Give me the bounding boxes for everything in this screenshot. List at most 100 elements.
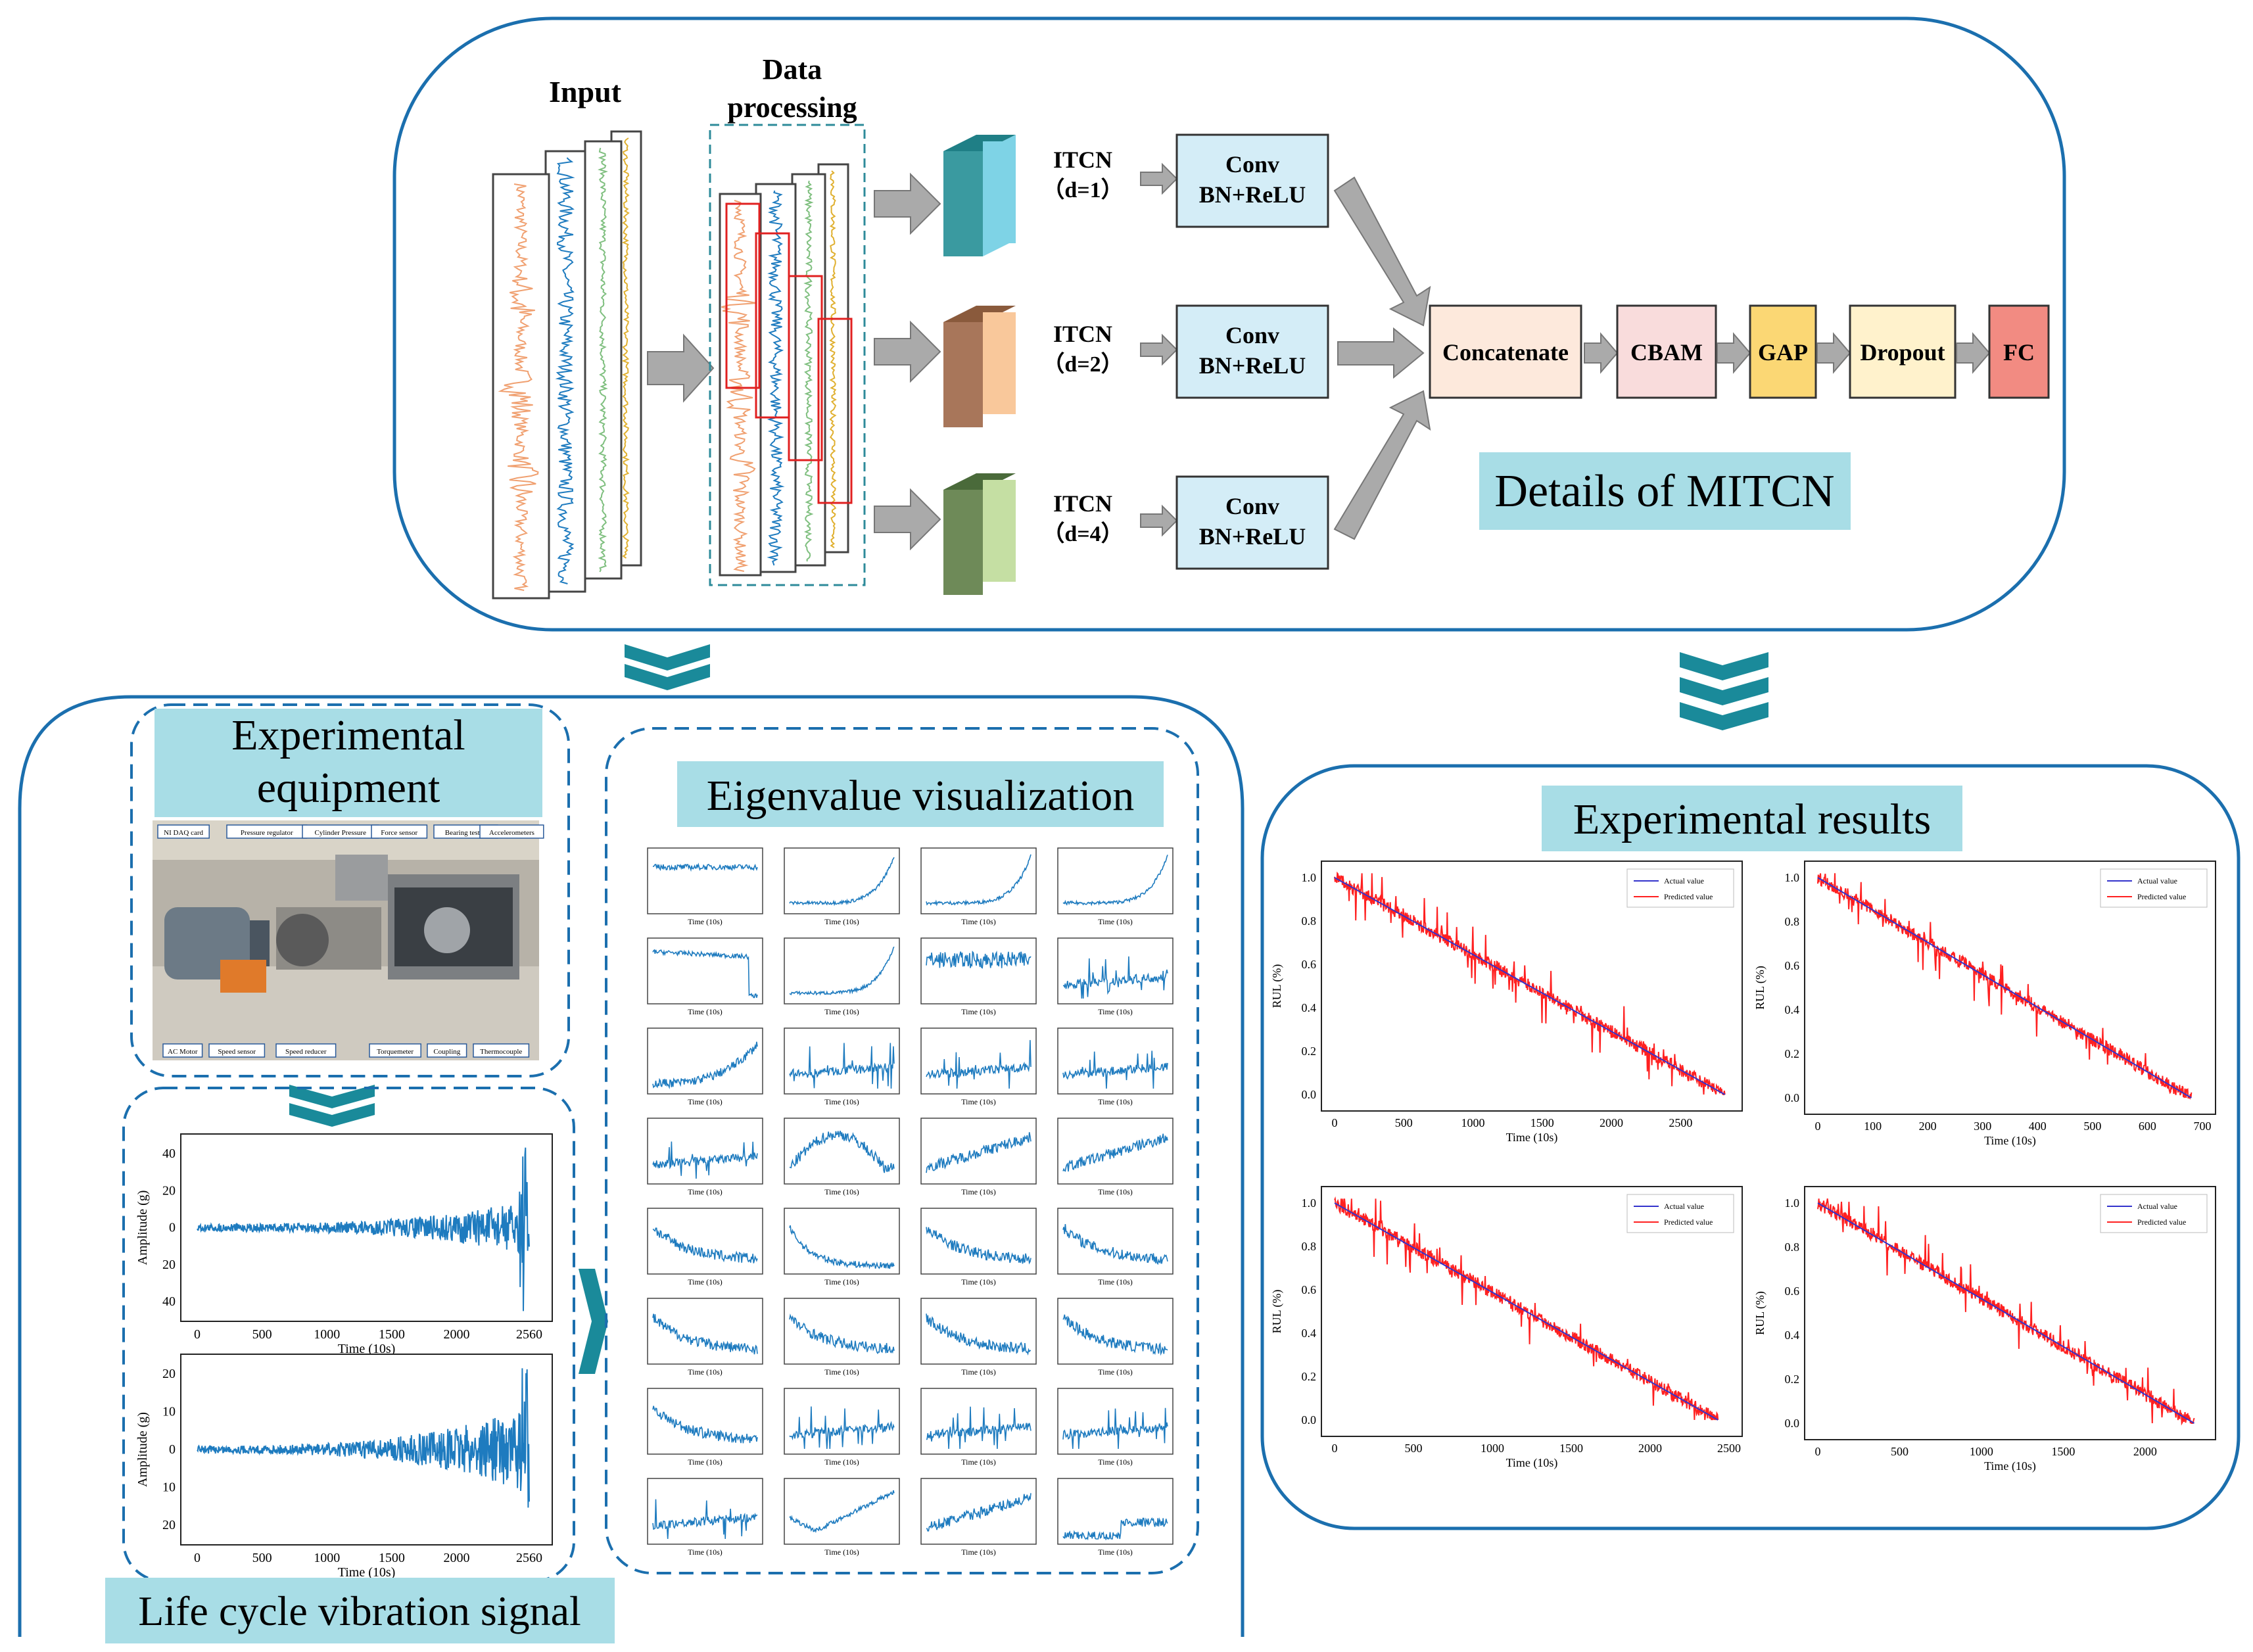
eigen-subplot bbox=[784, 1298, 900, 1365]
equipment-label: Speed sensor bbox=[218, 1048, 256, 1056]
rul-ytick: 0.0 bbox=[1302, 1413, 1317, 1427]
equipment-label: Coupling bbox=[433, 1048, 460, 1056]
equipment-label: Pressure regulator bbox=[241, 829, 293, 837]
vibration-ytick: 20 bbox=[162, 1367, 176, 1381]
rul-xtick: 2000 bbox=[1638, 1442, 1662, 1455]
eigen-xlabel: Time (10s) bbox=[1098, 917, 1133, 926]
arrow-conv2-to-concat bbox=[1337, 327, 1425, 379]
vibration-ytick: 0 bbox=[169, 1221, 176, 1235]
eigen-curve bbox=[789, 1043, 895, 1089]
eigen-xlabel: Time (10s) bbox=[1098, 1277, 1133, 1286]
vibration-xtick: 1500 bbox=[379, 1551, 405, 1565]
vibration-ytick: 20 bbox=[162, 1518, 176, 1532]
vibration-xlabel: Time (10s) bbox=[338, 1342, 396, 1356]
eigenvalue-title-box bbox=[677, 761, 1164, 827]
svg-text:Conv: Conv bbox=[1225, 151, 1279, 177]
eigen-curve bbox=[1062, 1224, 1168, 1265]
eigen-subplot bbox=[784, 1208, 900, 1275]
eigen-subplot bbox=[647, 1208, 763, 1275]
vibration-ytick: 10 bbox=[162, 1405, 176, 1419]
eigen-subplot bbox=[920, 1118, 1037, 1185]
rul-ytick: 1.0 bbox=[1302, 871, 1317, 884]
rul-xtick: 1500 bbox=[2051, 1445, 2075, 1458]
vibration-xtick: 2000 bbox=[444, 1327, 470, 1342]
eigen-xlabel: Time (10s) bbox=[688, 1187, 723, 1196]
eigen-curve bbox=[926, 1493, 1032, 1532]
rul-ylabel: RUL (%) bbox=[1270, 964, 1284, 1008]
eigen-curve bbox=[1062, 956, 1168, 999]
svg-text:Dropout: Dropout bbox=[1860, 339, 1945, 366]
rul-ytick: 0.8 bbox=[1302, 1240, 1317, 1253]
rul-ytick: 0.4 bbox=[1785, 1329, 1800, 1342]
rul-xtick: 700 bbox=[2194, 1120, 2212, 1133]
rul-xtick: 1000 bbox=[1970, 1445, 1993, 1458]
equipment-box bbox=[130, 703, 570, 1077]
eigen-curve bbox=[652, 1405, 758, 1444]
rul-ytick: 0.4 bbox=[1302, 1001, 1317, 1014]
sliding-window-1 bbox=[725, 202, 761, 389]
rul-xtick: 2000 bbox=[1600, 1116, 1623, 1129]
vibration-xtick: 2000 bbox=[444, 1551, 470, 1565]
rul-ylabel: RUL (%) bbox=[1753, 1291, 1767, 1335]
itcn-label-1: ITCN bbox=[1053, 147, 1112, 173]
fc-block: FC bbox=[1988, 304, 2050, 399]
vibration-ytick: 20 bbox=[162, 1183, 176, 1198]
rul-ytick: 0.6 bbox=[1785, 959, 1800, 972]
concatenate-block: Concatenate bbox=[1429, 304, 1582, 399]
rul-ytick: 1.0 bbox=[1302, 1196, 1317, 1210]
svg-text:BN+ReLU: BN+ReLU bbox=[1199, 181, 1306, 208]
arrow-conv3-to-concat bbox=[1333, 390, 1431, 540]
rul-ytick: 0.0 bbox=[1785, 1417, 1800, 1430]
rul-legend bbox=[1626, 1194, 1734, 1233]
eigen-xlabel: Time (10s) bbox=[824, 1367, 859, 1377]
eigen-xlabel: Time (10s) bbox=[688, 1367, 723, 1377]
rul-actual-line bbox=[1817, 1202, 2195, 1424]
eigenvalue-box bbox=[605, 727, 1199, 1574]
eigen-xlabel: Time (10s) bbox=[688, 1457, 723, 1467]
eigen-subplot bbox=[647, 937, 763, 1004]
rul-ytick: 0.8 bbox=[1302, 914, 1317, 928]
svg-text:GAP: GAP bbox=[1758, 339, 1808, 366]
cube-branch-3 bbox=[943, 473, 1016, 595]
vibration-caption-box bbox=[105, 1578, 615, 1643]
rul-legend-label: Predicted value bbox=[1664, 892, 1713, 901]
rul-xlabel: Time (10s) bbox=[1984, 1459, 2036, 1473]
vibration-xtick: 500 bbox=[252, 1327, 272, 1342]
eigen-xlabel: Time (10s) bbox=[688, 1277, 723, 1286]
eigen-curve bbox=[652, 1227, 758, 1263]
vibration-xtick: 1500 bbox=[379, 1327, 405, 1342]
vibration-ytick: 40 bbox=[162, 1294, 176, 1309]
rul-xlabel: Time (10s) bbox=[1984, 1134, 2036, 1148]
rul-xtick: 300 bbox=[1974, 1120, 1991, 1133]
rul-xtick: 500 bbox=[2083, 1120, 2101, 1133]
eigen-curve bbox=[926, 1227, 1032, 1265]
vibration-ylabel: Amplitude (g) bbox=[135, 1412, 150, 1487]
rul-legend-label: Actual value bbox=[2137, 1202, 2177, 1211]
rul-ytick: 0.0 bbox=[1785, 1091, 1800, 1104]
eigen-subplot bbox=[784, 1118, 900, 1185]
eigen-xlabel: Time (10s) bbox=[961, 1277, 996, 1286]
rul-ytick: 0.2 bbox=[1785, 1373, 1800, 1386]
rul-legend bbox=[2100, 868, 2208, 908]
rul-xtick: 0 bbox=[1815, 1445, 1821, 1458]
rul-xtick: 400 bbox=[2029, 1120, 2047, 1133]
eigen-curve bbox=[1062, 1314, 1168, 1356]
chevron-right-icon bbox=[579, 1269, 608, 1374]
results-title-box bbox=[1542, 786, 1962, 851]
eigen-subplot bbox=[1057, 937, 1174, 1004]
rul-legend-label: Predicted value bbox=[2137, 892, 2186, 901]
eigen-curve bbox=[926, 1406, 1032, 1450]
eigen-curve bbox=[926, 854, 1032, 907]
rul-xtick: 500 bbox=[1395, 1116, 1413, 1129]
rul-ylabel: RUL (%) bbox=[1753, 966, 1767, 1010]
eigen-subplot bbox=[647, 1118, 763, 1185]
data-processing-label-2: processing bbox=[727, 91, 857, 124]
vibration-xtick: 500 bbox=[252, 1551, 272, 1565]
equipment-label: Speed reducer bbox=[285, 1048, 327, 1056]
eigen-xlabel: Time (10s) bbox=[1098, 1367, 1133, 1377]
input-label: Input bbox=[549, 75, 622, 108]
rul-ytick: 0.8 bbox=[1785, 1240, 1800, 1254]
rul-xtick: 1000 bbox=[1461, 1116, 1485, 1129]
eigen-xlabel: Time (10s) bbox=[961, 917, 996, 926]
rul-legend bbox=[1626, 868, 1734, 908]
